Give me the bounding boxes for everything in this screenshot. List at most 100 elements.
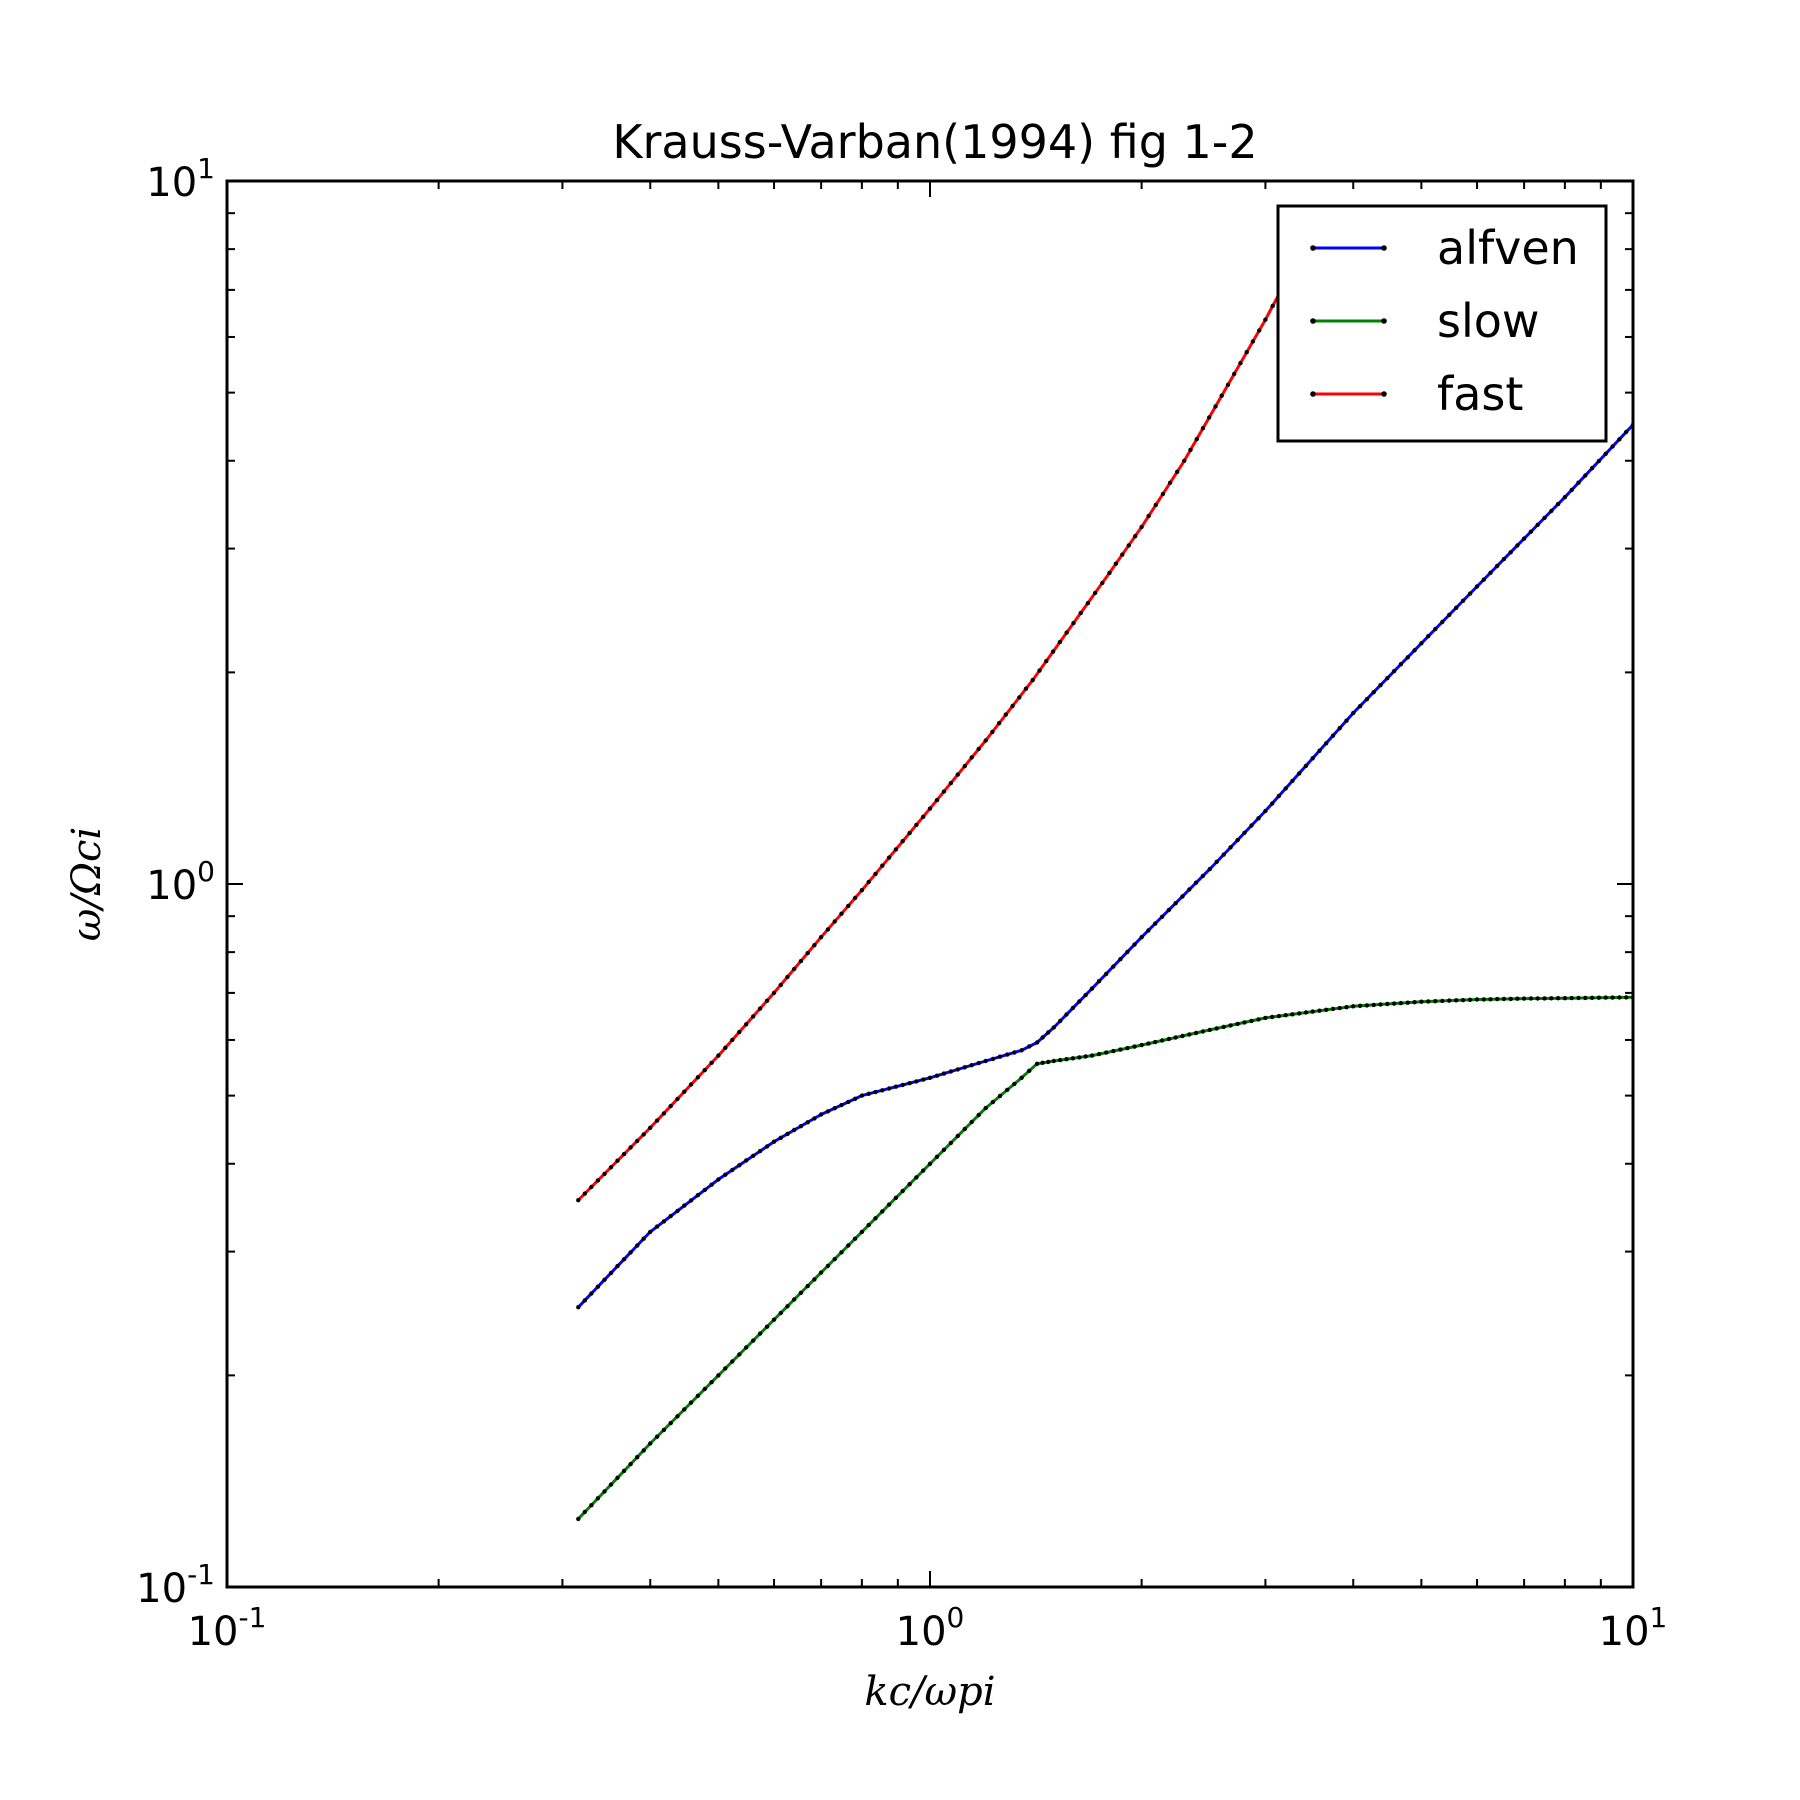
data-point <box>641 1132 646 1137</box>
data-point <box>866 1222 871 1228</box>
data-point <box>1576 995 1581 1001</box>
data-point <box>695 1075 701 1080</box>
data-point <box>1562 495 1568 500</box>
data-point <box>1214 859 1219 864</box>
data-point <box>1555 996 1561 1001</box>
data-point <box>969 755 974 760</box>
data-point <box>675 1414 680 1419</box>
data-point <box>771 990 777 996</box>
data-point <box>1225 382 1231 387</box>
data-point <box>1405 1000 1411 1005</box>
data-point <box>1596 995 1602 1000</box>
data-point <box>1200 426 1206 431</box>
data-point <box>1330 1006 1336 1012</box>
data-point <box>654 1118 660 1123</box>
data-point <box>688 1400 694 1405</box>
data-point <box>648 1229 653 1235</box>
data-point <box>716 1177 721 1182</box>
data-point <box>1221 852 1226 857</box>
data-point <box>1159 914 1165 919</box>
data-point <box>1132 942 1137 947</box>
data-point <box>792 966 797 972</box>
data-point <box>751 1014 756 1019</box>
data-point <box>1058 1057 1063 1063</box>
data-point <box>1317 748 1322 753</box>
legend-marker <box>1381 318 1387 324</box>
data-point <box>921 1077 926 1082</box>
data-point <box>1040 1060 1045 1066</box>
data-point <box>955 772 960 777</box>
data-point <box>1317 1008 1322 1013</box>
data-point <box>1474 997 1480 1002</box>
data-point <box>866 879 871 885</box>
data-point <box>805 1283 810 1289</box>
data-point <box>969 1063 974 1068</box>
data-point <box>990 1099 996 1105</box>
data-point <box>764 1324 770 1329</box>
data-point <box>921 1168 926 1173</box>
data-point <box>702 1386 707 1392</box>
data-point <box>1357 1003 1363 1008</box>
data-point <box>1433 626 1438 632</box>
data-point <box>661 1219 667 1224</box>
data-point <box>1030 677 1035 683</box>
data-point <box>1412 1000 1417 1005</box>
data-point <box>641 1236 646 1241</box>
data-point <box>997 1054 1003 1059</box>
data-point <box>1488 997 1493 1002</box>
data-point <box>1111 1048 1116 1054</box>
data-point <box>900 839 905 844</box>
data-point <box>1276 1013 1282 1019</box>
data-point <box>1617 437 1622 442</box>
data-point <box>812 1277 817 1282</box>
data-point <box>615 1475 620 1481</box>
data-point <box>1624 429 1629 435</box>
data-point <box>716 1053 721 1058</box>
data-point <box>927 1075 933 1081</box>
data-point <box>709 1182 714 1187</box>
legend-label: fast <box>1437 367 1523 421</box>
data-point <box>955 1067 960 1072</box>
data-point <box>682 1407 687 1412</box>
legend-item-fast: fast <box>1310 367 1523 421</box>
data-point <box>1051 1058 1057 1064</box>
data-point <box>846 1243 851 1248</box>
data-point <box>1596 458 1602 464</box>
data-point <box>907 1081 912 1086</box>
data-point <box>1357 704 1363 709</box>
data-point <box>792 1127 797 1133</box>
data-point <box>1166 1036 1172 1042</box>
data-point <box>1146 513 1151 519</box>
data-point <box>1521 996 1527 1001</box>
legend-marker <box>1310 245 1316 251</box>
legend-label: alfven <box>1437 221 1579 275</box>
legend-marker <box>1310 391 1316 397</box>
data-point <box>1118 1047 1123 1052</box>
legend-marker <box>1310 318 1316 324</box>
data-point <box>1034 1061 1040 1067</box>
data-point <box>1488 570 1493 575</box>
data-point <box>955 1133 960 1139</box>
data-point <box>886 855 892 860</box>
data-point <box>621 1468 627 1474</box>
data-point <box>1256 816 1261 821</box>
data-point <box>1391 1001 1397 1006</box>
data-point <box>1263 317 1268 322</box>
data-point <box>1070 1056 1076 1061</box>
data-point <box>983 738 988 743</box>
data-point <box>737 1029 742 1035</box>
data-point <box>1173 1035 1178 1040</box>
data-point <box>702 1187 707 1193</box>
data-point <box>1019 1048 1024 1053</box>
data-point <box>941 1071 947 1076</box>
data-point <box>778 1135 783 1141</box>
data-point <box>1180 894 1185 899</box>
data-point <box>1249 823 1254 828</box>
data-point <box>723 1172 728 1177</box>
data-point <box>1071 620 1076 626</box>
data-point <box>621 1151 627 1157</box>
data-point <box>1083 992 1088 998</box>
data-point <box>1228 1023 1233 1028</box>
data-point <box>608 1270 614 1276</box>
data-point <box>1460 997 1466 1003</box>
